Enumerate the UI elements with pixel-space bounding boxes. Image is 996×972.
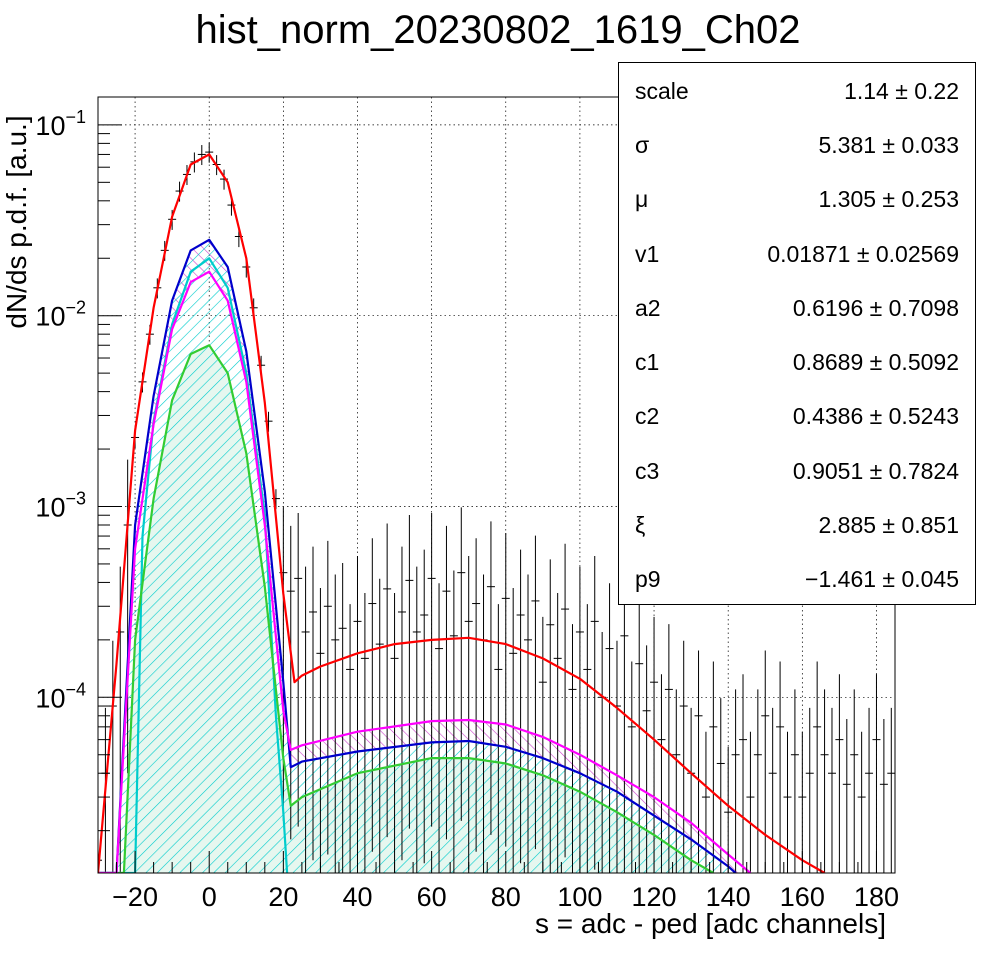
x-tick-label: 100: [557, 882, 602, 912]
stat-value: 0.01871 ± 0.02569: [767, 241, 959, 267]
y-tick-label: 10−1: [35, 107, 86, 141]
stat-row-mu: μ 1.305 ± 0.253: [619, 171, 975, 225]
total-fit-curve: [98, 153, 826, 873]
stat-row-p9: p9 −1.461 ± 0.045: [619, 551, 975, 605]
stat-name: a2: [635, 295, 661, 321]
cyan-fit-curve: [98, 257, 289, 873]
stat-value: 0.8689 ± 0.5092: [792, 349, 959, 375]
x-tick-label: −20: [112, 882, 158, 912]
axis-ticks: −20 0 20 40 60 80 100 120 140 160 180 10−4 10−3 10−2 1…: [35, 107, 899, 912]
stat-row-sigma: σ 5.381 ± 0.033: [619, 117, 975, 171]
fit-curves: [98, 153, 826, 873]
chart-title: hist_norm_20230802_1619_Ch02: [195, 8, 801, 52]
stat-name: c1: [635, 349, 660, 375]
x-tick-label: 40: [342, 882, 372, 912]
stat-row-c1: c1 0.8689 ± 0.5092: [619, 334, 975, 388]
stat-row-a2: a2 0.6196 ± 0.7098: [619, 280, 975, 334]
stat-row-xi: ξ 2.885 ± 0.851: [619, 497, 975, 551]
stat-value: −1.461 ± 0.045: [805, 566, 959, 592]
stat-value: 5.381 ± 0.033: [818, 132, 959, 158]
green-fit-curve: [98, 344, 714, 873]
stat-name: σ: [635, 132, 650, 158]
x-tick-label: 120: [632, 882, 677, 912]
stat-value: 0.4386 ± 0.5243: [792, 403, 959, 429]
stat-row-c3: c3 0.9051 ± 0.7824: [619, 443, 975, 497]
stat-row-v1: v1 0.01871 ± 0.02569: [619, 226, 975, 280]
stat-value: 1.14 ± 0.22: [844, 78, 959, 104]
y-axis-label: dN/ds p.d.f. [a.u.]: [1, 115, 32, 329]
stat-value: 2.885 ± 0.851: [818, 512, 959, 538]
stat-value: 0.6196 ± 0.7098: [792, 295, 959, 321]
stat-name: ξ: [635, 512, 646, 538]
stat-name: v1: [635, 241, 660, 267]
stat-name: c2: [635, 403, 660, 429]
cyan-hatched-area: [98, 345, 714, 873]
blue-fit-curve: [98, 238, 737, 873]
fit-parameters-box: scale 1.14 ± 0.22 σ 5.381 ± 0.033 μ 1.305 ±…: [618, 62, 976, 605]
magenta-fit-curve: [98, 270, 752, 873]
y-tick-label: 10−3: [35, 488, 86, 522]
stat-value: 1.305 ± 0.253: [818, 186, 959, 212]
y-tick-label: 10−2: [35, 298, 86, 332]
stat-name: μ: [635, 186, 649, 212]
stat-name: c3: [635, 458, 660, 484]
x-tick-label: 0: [202, 882, 217, 912]
x-tick-label: 60: [417, 882, 447, 912]
x-tick-label: 180: [854, 882, 899, 912]
stat-name: scale: [635, 78, 689, 104]
x-tick-label: 140: [706, 882, 751, 912]
x-tick-label: 160: [780, 882, 825, 912]
x-tick-label: 80: [491, 882, 521, 912]
stat-row-scale: scale 1.14 ± 0.22: [619, 63, 975, 117]
x-axis-label: s = adc - ped [adc channels]: [535, 908, 886, 939]
x-tick-label: 20: [268, 882, 298, 912]
data-points: [98, 142, 895, 873]
stat-value: 0.9051 ± 0.7824: [792, 458, 959, 484]
stat-name: p9: [635, 566, 661, 592]
y-tick-label: 10−4: [35, 679, 86, 713]
stat-row-c2: c2 0.4386 ± 0.5243: [619, 388, 975, 442]
